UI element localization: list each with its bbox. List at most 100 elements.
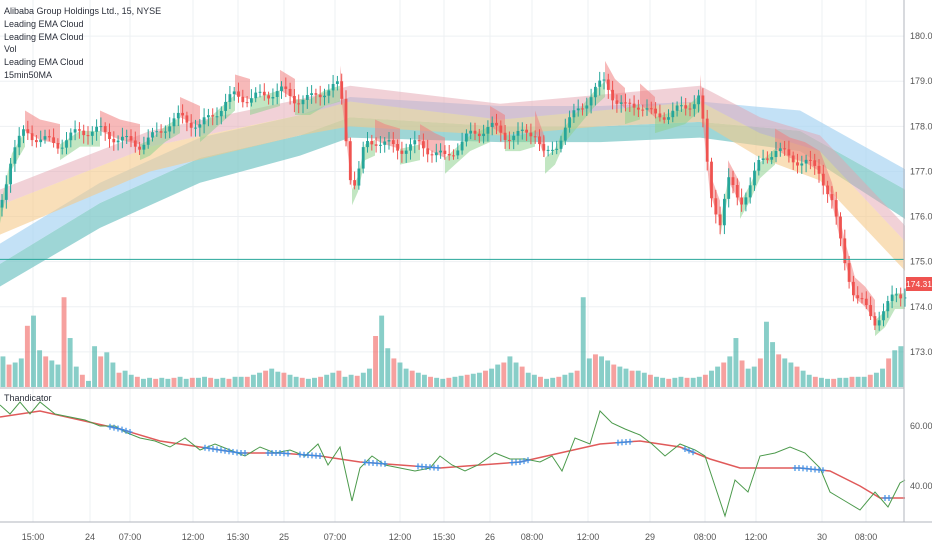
lower-pane-title[interactable]: Thandicator	[4, 393, 52, 403]
candle-body	[516, 130, 520, 136]
candle-body	[168, 126, 172, 132]
candle-body	[710, 161, 713, 199]
candle-body	[39, 139, 43, 143]
volume-bar	[250, 374, 256, 387]
volume-bar	[733, 338, 739, 387]
volume-bar	[299, 377, 305, 387]
volume-bar	[770, 342, 776, 387]
candle-body	[671, 110, 675, 118]
volume-bar	[0, 356, 6, 387]
volume-bar	[764, 321, 769, 387]
legend-item-ema-cloud-1[interactable]: Leading EMA Cloud	[4, 18, 84, 29]
volume-bar	[98, 356, 104, 387]
candle-body	[718, 214, 722, 226]
candle-body	[705, 118, 709, 162]
time-tick-label: 12:00	[745, 532, 768, 542]
candle-body	[447, 154, 451, 156]
candle-body	[112, 138, 116, 143]
volume-bar	[647, 374, 653, 387]
volume-bar	[880, 368, 885, 387]
short-ema-cloud-segment	[200, 108, 220, 143]
volume-bar	[287, 374, 293, 387]
candle-body	[245, 102, 249, 104]
volume-bar	[861, 376, 867, 387]
candle-body	[551, 149, 554, 151]
candle-body	[340, 81, 344, 99]
legend-item-vol[interactable]: Vol	[4, 44, 17, 55]
volume-bar	[525, 372, 531, 387]
volume-bar	[715, 366, 721, 387]
candle-body	[90, 131, 94, 136]
candle-body	[658, 113, 662, 118]
volume-bar	[116, 372, 122, 387]
volume-bar	[195, 377, 201, 387]
volume-bar	[128, 374, 134, 387]
candle-body	[581, 108, 584, 110]
volume-bar	[391, 358, 397, 387]
candle-body	[606, 79, 610, 90]
candle-body	[701, 95, 705, 119]
candle-body	[744, 197, 748, 205]
volume-bar	[629, 370, 635, 387]
candle-body	[864, 298, 868, 306]
candle-body	[852, 281, 855, 296]
volume-bar	[495, 364, 501, 387]
price-tick-label: 180.00	[910, 31, 932, 41]
candle-body	[172, 118, 176, 127]
legend-item-ma[interactable]: 15min50MA	[4, 69, 53, 80]
legend-item-ema-cloud-2[interactable]: Leading EMA Cloud	[4, 31, 84, 42]
candle-body	[452, 155, 455, 157]
candle-body	[262, 91, 266, 96]
candle-body	[155, 131, 159, 133]
candle-body	[877, 320, 881, 326]
candle-body	[499, 125, 503, 133]
candle-body	[52, 137, 55, 144]
short-ema-cloud-segment	[470, 126, 490, 152]
candle-body	[237, 91, 240, 97]
legend-item-ema-cloud-3[interactable]: Leading EMA Cloud	[4, 57, 84, 68]
volume-bar	[446, 377, 452, 387]
time-tick-label: 15:30	[227, 532, 250, 542]
volume-bar	[635, 370, 641, 387]
candle-body	[465, 133, 468, 142]
candle-body	[753, 170, 756, 186]
candle-body	[834, 200, 838, 217]
candle-body	[99, 126, 103, 128]
volume-bar	[812, 376, 818, 387]
volume-bar	[806, 374, 812, 387]
volume-bar	[745, 368, 751, 387]
volume-bar	[104, 352, 110, 387]
volume-bar	[275, 371, 281, 387]
volume-bar	[263, 370, 269, 387]
volume-bar	[189, 377, 195, 387]
volume-bar	[586, 358, 592, 387]
candle-body	[804, 159, 808, 164]
volume-bar	[837, 377, 843, 387]
candle-body	[477, 133, 481, 137]
candle-body	[641, 109, 645, 111]
short-ema-cloud-segment	[165, 117, 180, 143]
candle-body	[830, 194, 834, 201]
candle-body	[899, 294, 903, 299]
volume-bar	[330, 372, 336, 387]
candle-body	[422, 141, 425, 149]
candle-body	[568, 117, 571, 128]
volume-bar	[12, 362, 18, 387]
candle-body	[297, 103, 301, 105]
volume-bar	[147, 377, 153, 387]
candle-body	[189, 122, 193, 128]
volume-bar	[24, 325, 30, 387]
candle-body	[185, 115, 189, 123]
volume-bar	[373, 336, 379, 387]
candle-body	[761, 158, 765, 161]
candle-body	[305, 94, 309, 100]
candle-body	[82, 130, 86, 136]
candle-body	[748, 185, 752, 198]
candle-body	[301, 99, 305, 105]
candle-body	[267, 95, 270, 99]
candle-body	[9, 163, 12, 185]
volume-bar	[428, 376, 433, 387]
short-ema-cloud-segment	[805, 142, 820, 172]
volume-bar	[43, 356, 49, 387]
